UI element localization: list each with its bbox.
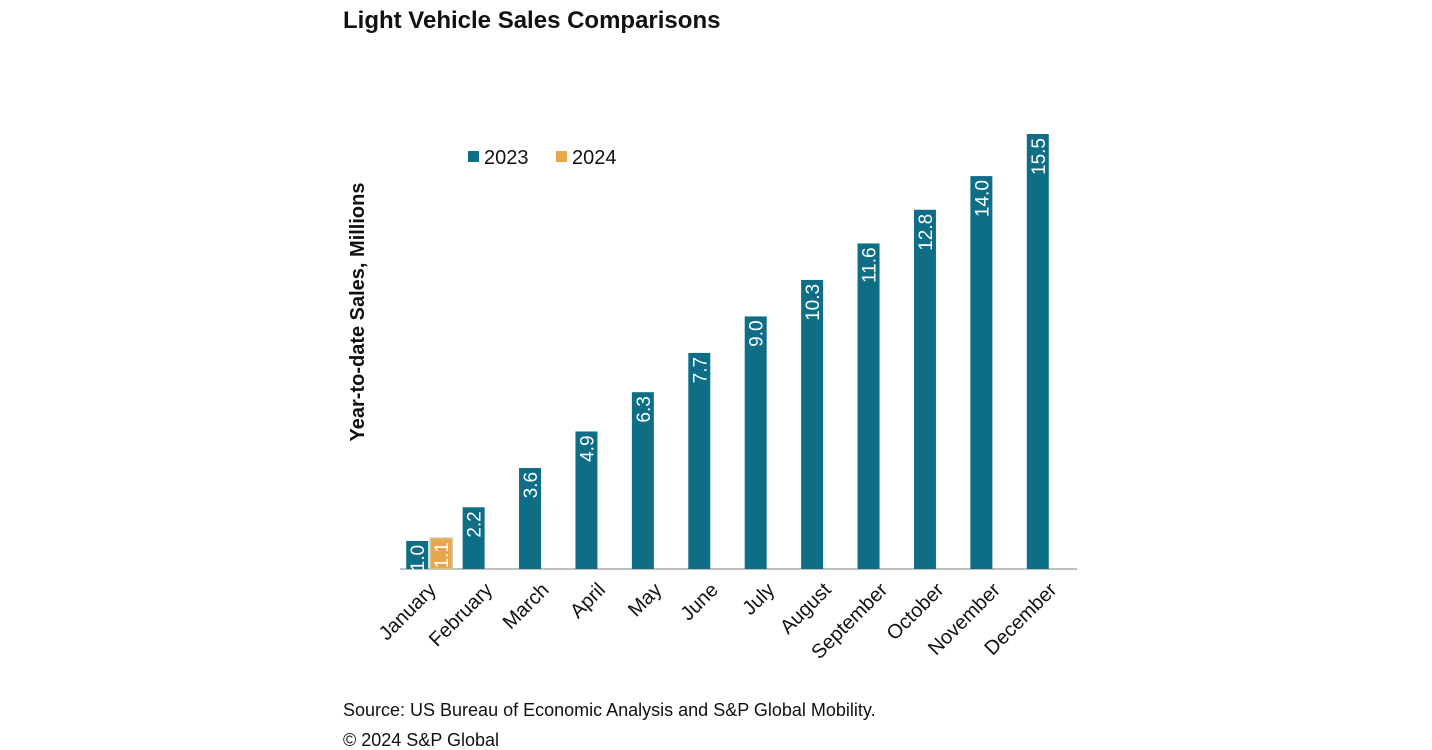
value-label: 14.0	[972, 180, 993, 217]
bar	[688, 352, 711, 569]
x-tick-label: May	[624, 579, 666, 621]
x-tick-label: April	[566, 579, 610, 623]
value-label: 1.1	[432, 542, 453, 568]
value-label: 2.2	[465, 511, 486, 537]
bar	[744, 316, 767, 569]
value-label: 7.7	[690, 357, 711, 383]
bar	[631, 392, 654, 569]
value-label: 6.3	[634, 396, 655, 422]
value-label: 1.0	[408, 545, 429, 571]
bar	[406, 540, 429, 569]
bar	[519, 467, 542, 569]
x-tick-label: July	[739, 579, 780, 620]
x-tick-label: June	[677, 579, 723, 625]
bar	[801, 279, 824, 569]
value-label: 15.5	[1029, 138, 1050, 175]
legend-swatch	[468, 151, 479, 162]
x-tick-label: March	[499, 579, 554, 634]
bar	[462, 507, 485, 569]
value-label: 11.6	[860, 247, 881, 283]
bar	[1026, 134, 1049, 569]
value-label: 12.8	[916, 214, 937, 251]
legend-swatch	[556, 151, 567, 162]
value-label: 4.9	[577, 435, 598, 461]
bar	[857, 243, 880, 570]
value-label: 3.6	[521, 472, 542, 498]
bar	[970, 176, 993, 569]
value-label: 10.3	[803, 284, 824, 321]
bar	[913, 209, 936, 569]
value-label: 9.0	[747, 320, 768, 346]
bar	[575, 431, 598, 569]
y-axis-label: Year-to-date Sales, Millions	[347, 183, 369, 442]
copyright: © 2024 S&P Global	[343, 730, 499, 750]
legend-label: 2023	[484, 147, 529, 169]
source: Source: US Bureau of Economic Analysis a…	[343, 700, 876, 720]
chart-title: Light Vehicle Sales Comparisons	[343, 7, 720, 34]
legend-label: 2024	[572, 147, 617, 169]
bar	[429, 537, 453, 570]
